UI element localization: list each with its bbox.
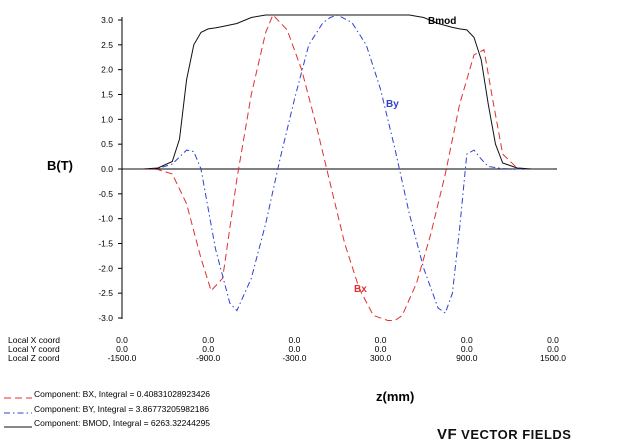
x-tick-label: 0.0	[461, 335, 473, 345]
x-tick-label: 0.0	[288, 335, 300, 345]
coord-row-label: Local Y coord	[8, 344, 60, 354]
y-axis-label: B(T)	[47, 158, 73, 173]
series-bmod-line	[122, 14, 553, 170]
y-tick-label: -2.5	[98, 288, 113, 298]
legend-entry: Component: BMOD, Integral = 6263.3224429…	[34, 418, 210, 428]
y-tick-label: -0.5	[98, 189, 113, 199]
x-tick-label: 900.0	[456, 353, 478, 363]
x-tick-label: 0.0	[461, 344, 473, 354]
legend-entry: Component: BX, Integral = 0.408310289234…	[34, 389, 210, 399]
y-tick-label: -2.0	[98, 263, 113, 273]
y-tick-label: 0.5	[101, 139, 113, 149]
y-tick-label: -3.0	[98, 313, 113, 323]
y-tick-label: 3.0	[101, 15, 113, 25]
y-tick-label: 1.0	[101, 114, 113, 124]
x-tick-label: 0.0	[288, 344, 300, 354]
vector-fields-logo: VF VECTOR FIELDS	[437, 426, 571, 443]
x-tick-label: 0.0	[116, 344, 128, 354]
by-label: By	[386, 99, 399, 110]
y-tick-label: 1.5	[101, 90, 113, 100]
x-tick-label: 0.0	[375, 335, 387, 345]
coord-row-label: Local Z coord	[8, 353, 60, 363]
series-by-line	[122, 14, 553, 314]
series-group	[122, 14, 553, 321]
series-bx-line	[122, 14, 553, 321]
vf-logo-mark: VF	[437, 426, 458, 443]
y-tick-label: -1.5	[98, 239, 113, 249]
x-tick-label: -1500.0	[108, 353, 137, 363]
legend-entry: Component: BY, Integral = 3.867732059821…	[34, 404, 209, 414]
y-tick-label: 0.0	[101, 164, 113, 174]
x-tick-label: 0.0	[202, 335, 214, 345]
x-tick-label: 0.0	[375, 344, 387, 354]
axes: 3.0 2.5 2.0 1.5 1.0 0.5 0.0 -0.5 -1.0 -1.5 -2.0 -2.…	[98, 15, 557, 323]
x-axis-label: z(mm)	[376, 389, 414, 404]
vf-logo-text: VECTOR FIELDS	[461, 427, 572, 442]
x-tick-label: -300.0	[282, 353, 306, 363]
x-tick-label: 0.0	[547, 344, 559, 354]
x-tick-label: 300.0	[370, 353, 392, 363]
y-tick-label: 2.5	[101, 40, 113, 50]
x-tick-label: 0.0	[547, 335, 559, 345]
y-tick-label: 2.0	[101, 65, 113, 75]
x-tick-label: 1500.0	[540, 353, 566, 363]
bmod-label: Bmod	[428, 16, 456, 27]
x-tick-label: 0.0	[202, 344, 214, 354]
x-tick-label: -900.0	[196, 353, 220, 363]
coord-row-label: Local X coord	[8, 335, 60, 345]
legend: Component: BX, Integral = 0.408310289234…	[4, 389, 210, 428]
bx-label: Bx	[354, 284, 367, 295]
y-tick-label: -1.0	[98, 214, 113, 224]
x-tick-label: 0.0	[116, 335, 128, 345]
